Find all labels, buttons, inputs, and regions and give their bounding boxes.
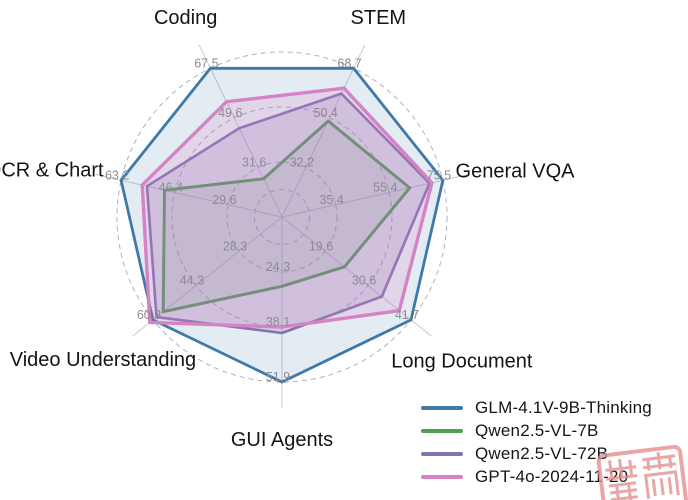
grid-ring [226,161,338,273]
axis-label-stem: STEM [351,7,407,29]
legend-item: GPT-4o-2024-11-20 [421,466,652,488]
series-polygon-3 [145,92,431,335]
tick-label: 24.3 [266,260,290,274]
tick-label: 68.7 [337,56,361,70]
axis-label-coding: Coding [154,7,217,29]
legend-line-icon [421,406,463,410]
tick-label: 35.4 [319,193,343,207]
legend-label: GPT-4o-2024-11-20 [475,467,629,486]
axis-label-general-vqa: General VQA [456,160,576,182]
tick-label: 49.6 [218,106,242,120]
tick-label: 28.3 [223,239,247,253]
legend: GLM-4.1V-9B-Thinking Qwen2.5-VL-7B Qwen2… [421,397,652,489]
grid-ring [254,189,310,245]
tick-label: 60.3 [137,308,161,322]
tick-label: 32.2 [290,155,314,169]
axis-spoke [281,44,366,218]
tick-label: 30.6 [352,274,376,288]
axis-spoke [281,216,432,337]
legend-item: Qwen2.5-VL-7B [421,420,652,442]
legend-line-icon [421,475,463,479]
tick-label: 46.4 [159,181,183,195]
axis-spoke [95,174,283,218]
axis-label-ocr-chart: OCR & Chart [0,159,104,181]
tick-label: 55.4 [373,181,397,195]
series-polygon-4 [140,86,434,329]
axis-label-video-understanding: Video Understanding [10,349,196,371]
tick-label: 50.4 [314,106,338,120]
legend-label: GLM-4.1V-9B-Thinking [475,398,652,417]
tick-label: 31.6 [242,155,266,169]
legend-label: Qwen2.5-VL-7B [475,421,599,440]
axis-label-long-document: Long Document [391,350,533,372]
tick-label: 51.9 [266,370,290,384]
tick-label: 38.1 [266,315,290,329]
tick-label: 63.2 [105,168,129,182]
seal-watermark-icon [596,444,688,500]
legend-item: GLM-4.1V-9B-Thinking [421,397,652,419]
tick-label: 44.3 [180,274,204,288]
axis-label-gui-agents: GUI Agents [231,429,333,451]
tick-label: 75.5 [427,168,451,182]
axis-spoke [198,44,283,218]
tick-label: 67.5 [194,56,218,70]
tick-label: 19.6 [309,239,333,253]
legend-line-icon [421,452,463,456]
legend-label: Qwen2.5-VL-72B [475,444,609,463]
legend-item: Qwen2.5-VL-72B [421,443,652,465]
axis-spoke [281,174,469,218]
series-polygon-2 [161,119,412,314]
grid-ring [116,51,448,383]
legend-line-icon [421,429,463,433]
tick-label: 41.7 [395,308,419,322]
tick-label: 29.6 [212,193,236,207]
